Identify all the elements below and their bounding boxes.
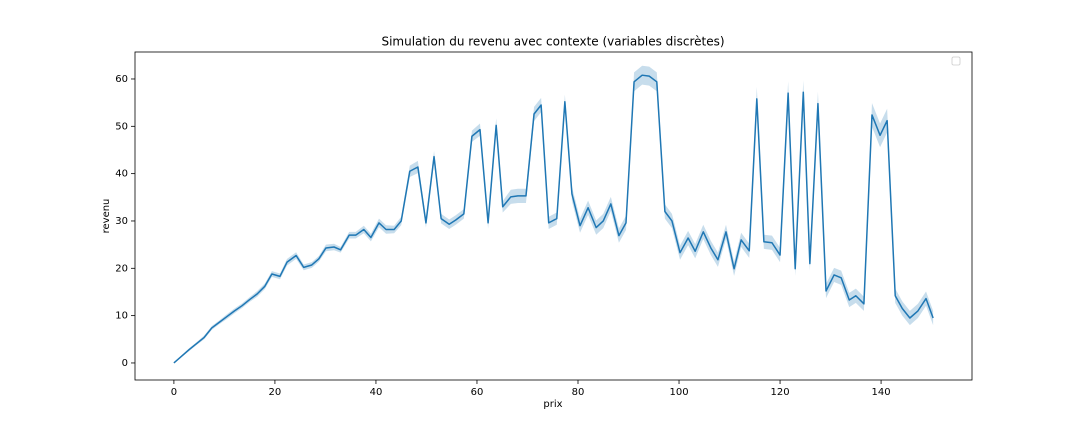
y-tick-label: 10 [115, 311, 128, 322]
x-tick-label: 120 [771, 387, 790, 398]
y-tick-label: 50 [115, 121, 128, 132]
y-tick-label: 0 [122, 358, 128, 369]
x-tick-label: 100 [669, 387, 688, 398]
confidence-band [173, 65, 934, 363]
y-tick-label: 60 [115, 74, 128, 85]
y-tick-label: 30 [115, 216, 128, 227]
x-tick-label: 60 [471, 387, 484, 398]
x-tick-label: 20 [269, 387, 282, 398]
x-tick-label: 0 [171, 387, 177, 398]
x-axis-label: prix [543, 399, 562, 410]
x-tick-label: 80 [572, 387, 585, 398]
plot-frame [134, 51, 973, 381]
line [173, 74, 934, 364]
x-tick-label: 40 [370, 387, 383, 398]
y-tick-label: 20 [115, 263, 128, 274]
x-tick-label: 140 [872, 387, 891, 398]
chart-title: Simulation du revenu avec contexte (vari… [381, 35, 724, 49]
y-tick-label: 40 [115, 169, 128, 180]
y-axis-label: revenu [101, 199, 112, 234]
legend-box [951, 56, 961, 66]
